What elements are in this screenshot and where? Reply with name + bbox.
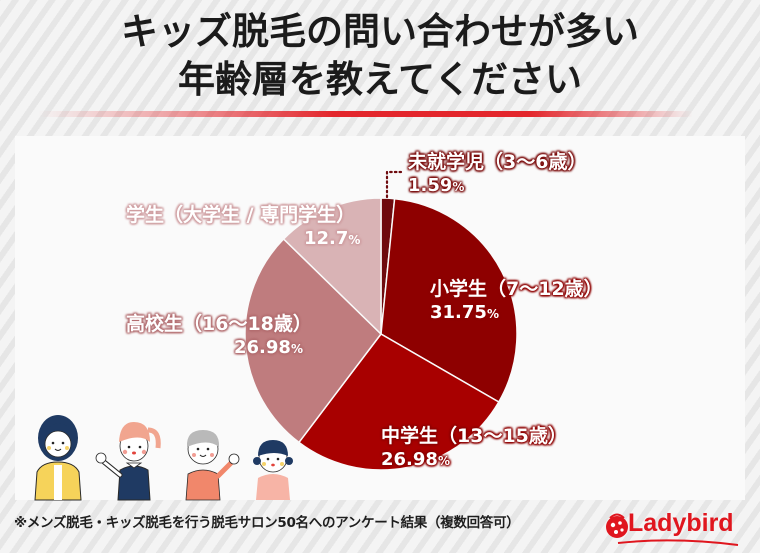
slice-elementary (380, 197, 518, 403)
title-line-1: キッズ脱毛の問い合わせが多い (121, 10, 639, 53)
label-junior-high-name: 中学生（13〜15歳） (381, 425, 567, 447)
label-high-school: 高校生（16〜18歳） 26.98% (126, 312, 312, 361)
slice-university (282, 197, 382, 335)
slice-junior-high (298, 333, 500, 471)
leader-line (385, 170, 403, 199)
title-line-2: 年齢層を教えてください (177, 58, 583, 101)
child-4-icon (253, 440, 293, 500)
child-2-icon (95, 422, 161, 501)
unit-text: % (437, 454, 450, 468)
unit-text: % (348, 233, 361, 247)
label-elementary-value: 31.75% (430, 301, 603, 326)
value-text: 12.7 (304, 228, 349, 249)
unit-text: % (290, 342, 303, 356)
value-text: 31.75 (430, 302, 487, 323)
value-text: 26.98 (234, 337, 291, 358)
value-text: 26.98 (381, 449, 438, 470)
label-junior-high-value: 26.98% (381, 448, 567, 473)
label-preschool-name: 未就学児（3〜6歳） (408, 151, 587, 173)
child-1-icon (34, 415, 82, 501)
ladybug-icon (606, 513, 739, 546)
label-university-name: 学生（大学生 / 専門学生） (126, 204, 356, 226)
label-high-school-value: 26.98% (126, 336, 312, 361)
label-university: 学生（大学生 / 専門学生） 12.7% (126, 203, 360, 252)
brand-logo: Ladybird (604, 507, 744, 547)
label-preschool-value: 1.59% (408, 174, 586, 199)
label-elementary: 小学生（7〜12歳） 31.75% (430, 277, 603, 326)
label-preschool: 未就学児（3〜6歳） 1.59% (408, 150, 586, 199)
logo-text: Ladybird (628, 509, 734, 537)
unit-text: % (452, 180, 465, 194)
chart-title: キッズ脱毛の問い合わせが多い 年齢層を教えてください (0, 8, 760, 104)
unit-text: % (486, 307, 499, 321)
title-underline (38, 111, 693, 117)
survey-footnote: ※メンズ脱毛・キッズ脱毛を行う脱毛サロン50名へのアンケート結果（複数回答可） (14, 515, 520, 531)
label-junior-high: 中学生（13〜15歳） 26.98% (381, 424, 567, 473)
kids-illustration (34, 415, 293, 501)
value-text: 1.59 (408, 175, 453, 196)
child-3-icon (185, 430, 240, 501)
slice-high-school (244, 238, 382, 444)
label-university-value: 12.7% (126, 227, 360, 252)
label-high-school-name: 高校生（16〜18歳） (126, 313, 312, 335)
label-elementary-name: 小学生（7〜12歳） (430, 278, 603, 300)
